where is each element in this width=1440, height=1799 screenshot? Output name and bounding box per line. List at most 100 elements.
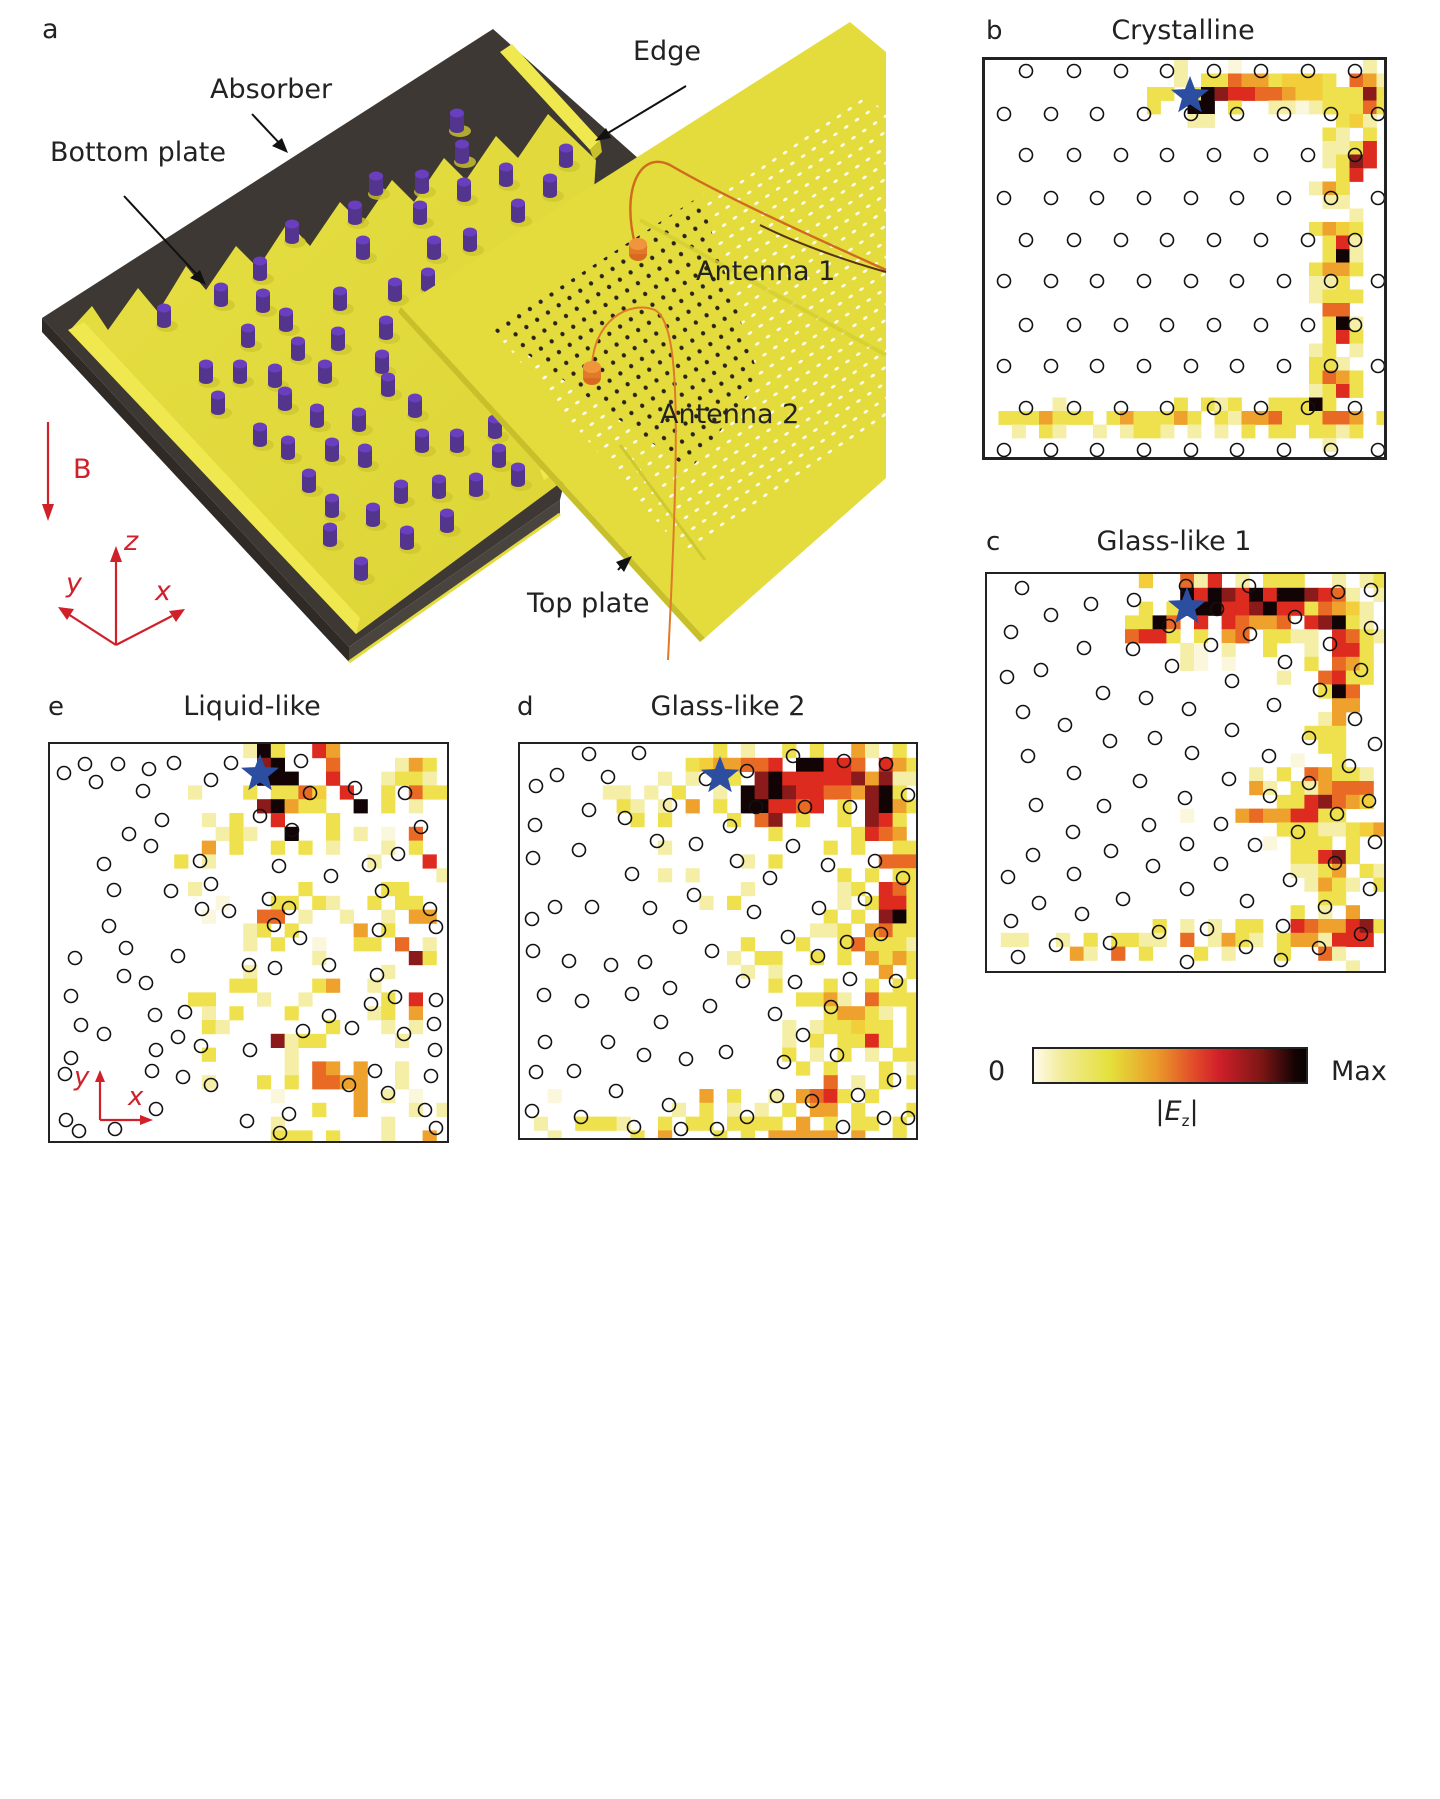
scatterer-circle [1229,358,1245,374]
heat-cell [1336,127,1350,142]
heat-cell [768,813,783,828]
heat-cell [1000,932,1015,947]
heat-cell [1363,87,1377,101]
heat-cell [201,1020,216,1035]
scatterer-circle [1206,147,1222,163]
scatterer-circle [390,846,406,862]
scatterer-circle [77,756,93,772]
heat-cell [1318,919,1333,934]
scatterer-circle [561,953,577,969]
heat-cell [768,785,783,800]
heat-cell [589,1116,604,1131]
heat-cell [865,1089,880,1104]
heat-cell [1276,615,1291,630]
scatterer-circle [739,1109,755,1125]
scatterer-circle [996,190,1012,206]
heat-cell [1373,919,1384,934]
heat-cell [1290,808,1305,823]
pillar [324,437,346,466]
heat-cell [837,799,852,814]
heat-cell [1304,725,1319,740]
panel-e-letter: e [48,692,64,722]
scatterer-circle [1206,63,1222,79]
heat-cell [1147,424,1161,439]
pillar [412,200,434,229]
scatterer-circle [1353,662,1369,678]
heat-cell [381,1020,396,1035]
heat-cell [1152,615,1167,630]
heat-cell [1332,574,1347,589]
heat-cell [1221,601,1236,616]
scatterer-circle [1138,690,1154,706]
heat-cell [1373,587,1384,602]
heat-cell [229,1006,244,1021]
heat-cell [906,895,916,910]
heat-cell [1228,73,1242,88]
scatterer-circle [1329,806,1345,822]
heat-cell [229,978,244,993]
heat-cell [1349,370,1364,385]
scatterer-circle [1066,232,1082,248]
scatterer-circle [1181,701,1197,717]
scatterer-circle [528,778,544,794]
heat-cell [754,1102,769,1117]
heat-cell [353,1102,368,1117]
heat-cell [1373,863,1384,878]
scatterer-circle [428,992,444,1008]
heat-cell [878,826,893,841]
scatterer-circle [1362,881,1378,897]
heat-cell [243,937,258,952]
heat-cell [1276,932,1291,947]
heat-cell [782,1130,797,1138]
heat-cell [1336,141,1350,155]
heat-cell [796,937,811,952]
heat-cell [851,744,866,759]
scatterer-circle [1031,895,1047,911]
heat-cell [1111,932,1126,947]
heat-cell [1147,87,1161,101]
scatterer-circle [1113,232,1129,248]
heat-cell [1268,73,1283,88]
heat-cell [865,813,880,828]
heat-cell [1345,656,1360,671]
scatterer-circle [1347,232,1363,248]
pillar [498,162,520,191]
panel-d-letter: d [517,692,534,722]
scatterer-circle [886,1072,902,1088]
heat-cell [1268,100,1283,115]
scatterer-circle [1179,836,1195,852]
heat-cell [1336,100,1350,115]
heat-cell [1290,587,1305,602]
heat-cell [1282,73,1296,88]
scatterer-circle [144,1063,160,1079]
heat-cell [1349,100,1364,115]
heat-cell [796,992,811,1007]
heat-cell [892,895,907,910]
scatterer-circle [810,948,826,964]
heat-cell [630,1130,645,1138]
scatterer-circle [1224,722,1240,738]
scatterer-circle [735,973,751,989]
heat-cell [312,799,327,814]
heat-cell [1012,424,1026,439]
heat-cell [1336,289,1350,304]
scatterer-circle [1275,918,1291,934]
scatterer-circle [1043,273,1059,289]
heat-cell [339,785,354,800]
heat-cell [837,895,852,910]
heat-cell [1187,114,1202,128]
panel-c-letter: c [986,527,1001,557]
scatterer-circle [1066,765,1082,781]
heat-cell [298,785,313,800]
heat-cell [1349,168,1364,182]
heat-cell [727,1102,742,1117]
heat-cell [1235,587,1250,602]
heat-cell [1079,411,1094,425]
heat-cell [1263,615,1278,630]
scatterer-circle [281,900,297,916]
scatterer-circle [1145,858,1161,874]
scatterer-circle [1003,624,1019,640]
scatterer-circle [261,891,277,907]
heat-cell [1336,168,1350,182]
scatterer-circle [1361,793,1377,809]
